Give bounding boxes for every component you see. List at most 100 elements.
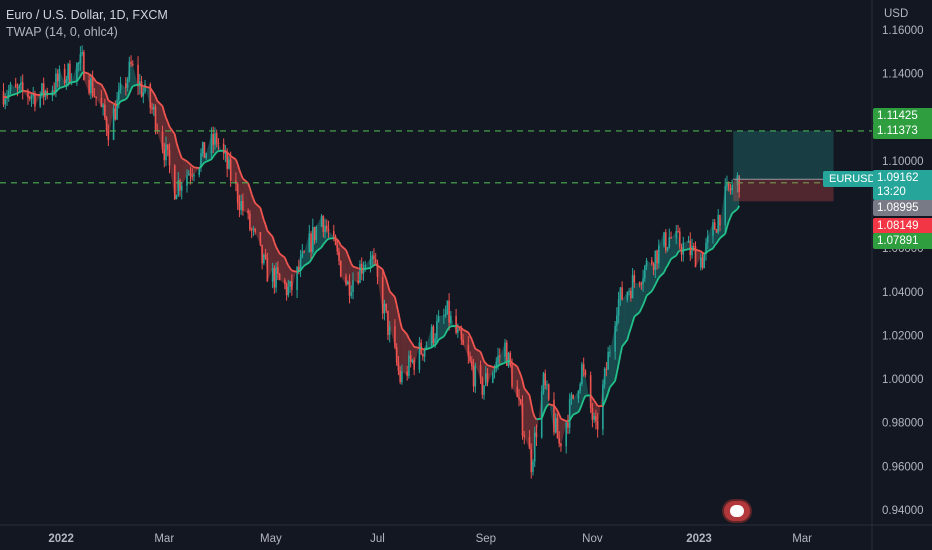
candle-body — [553, 399, 555, 433]
candle-body — [357, 280, 360, 283]
candle-body — [595, 416, 597, 422]
twap-line-segment — [10, 93, 16, 97]
twap-line-segment — [151, 90, 155, 94]
twap-line-segment — [32, 92, 36, 96]
twap-fill-segment — [132, 64, 139, 87]
twap-line-segment — [589, 394, 594, 399]
candle-body — [296, 266, 298, 291]
twap-line-segment — [443, 332, 447, 337]
twap-line-segment — [177, 148, 181, 154]
twap-fill-segment — [365, 259, 371, 269]
twap-line-segment — [656, 277, 660, 282]
indicator-label[interactable]: TWAP (14, 0, ohlc4) — [6, 25, 118, 39]
candle-body — [703, 253, 706, 269]
twap-fill-segment — [683, 240, 689, 251]
candle-body — [486, 373, 489, 383]
twap-line-segment — [568, 416, 573, 421]
twap-line-segment — [729, 212, 734, 218]
candle-body — [699, 257, 702, 268]
candle-body — [644, 266, 646, 279]
candle-body — [724, 186, 727, 226]
twap-fill-segment — [351, 263, 353, 293]
twap-fill-segment — [585, 375, 591, 408]
twap-line-segment — [446, 326, 450, 331]
candle-body — [511, 365, 513, 387]
y-tick-label: 1.16000 — [882, 25, 924, 37]
twap-line-segment — [582, 395, 587, 400]
candle-body — [638, 282, 641, 284]
candle-body — [348, 281, 351, 296]
twap-line-segment — [247, 182, 251, 189]
twap-line-segment — [59, 85, 65, 90]
twap-line-segment — [79, 72, 83, 77]
twap-line-segment — [617, 354, 622, 365]
twap-line-segment — [188, 162, 192, 166]
twap-line-segment — [591, 397, 595, 402]
twap-line-segment — [125, 96, 129, 100]
x-tick-label: Mar — [154, 533, 174, 545]
candle-body — [42, 83, 45, 97]
twap-line-segment — [336, 239, 340, 243]
candle-body — [112, 108, 115, 140]
candle-body — [14, 83, 17, 88]
candle-body — [658, 245, 660, 264]
twap-line-segment — [204, 160, 207, 164]
candle-body — [432, 326, 435, 343]
twap-line-segment — [67, 81, 71, 85]
twap-line-segment — [34, 93, 41, 97]
candle-body — [387, 310, 389, 335]
candle-body — [32, 93, 35, 97]
twap-line-segment — [120, 98, 127, 103]
candle-body — [670, 237, 672, 239]
candle-body — [535, 432, 538, 438]
candle-body — [425, 345, 428, 349]
twap-line-segment — [444, 329, 449, 334]
twap-line-segment — [346, 254, 351, 260]
twap-fill-segment — [34, 94, 41, 107]
twap-line-segment — [340, 244, 347, 251]
twap-line-segment — [226, 151, 230, 155]
twap-line-segment — [579, 403, 583, 410]
candle-body — [81, 52, 83, 55]
twap-line-segment — [315, 246, 323, 253]
twap-line-segment — [52, 92, 55, 95]
twap-fill-segment — [263, 220, 266, 259]
candle-body — [540, 391, 543, 438]
twap-line-segment — [90, 74, 94, 78]
twap-line-segment — [273, 241, 277, 248]
twap-fill-segment — [157, 100, 163, 150]
twap-fill-segment — [267, 230, 273, 282]
candle-body — [680, 247, 683, 255]
twap-line-segment — [668, 258, 672, 263]
twap-line-segment — [387, 284, 391, 292]
candle-body — [336, 244, 339, 252]
candle-body — [313, 226, 316, 241]
price-tag-stop: 1.08149 — [873, 218, 932, 234]
candle-body — [224, 152, 227, 154]
candle-body — [434, 338, 436, 343]
candle-body — [544, 373, 547, 386]
candle-body — [180, 185, 183, 191]
twap-line-segment — [593, 399, 597, 404]
twap-fill-segment — [83, 72, 90, 94]
twap-line-segment — [700, 250, 704, 254]
twap-line-segment — [731, 208, 739, 214]
candle-body — [558, 438, 560, 444]
y-tick-label: 0.94000 — [882, 505, 924, 517]
twap-line-segment — [296, 270, 300, 273]
twap-fill-segment — [597, 384, 603, 430]
candle-body — [430, 326, 433, 346]
candle-body — [238, 202, 241, 211]
twap-line-segment — [365, 267, 371, 270]
candle-body — [93, 95, 96, 97]
twap-fill-segment — [438, 315, 444, 340]
candle-body — [166, 144, 169, 150]
twap-fill-segment — [512, 362, 518, 398]
symbol-title[interactable]: Euro / U.S. Dollar, 1D, FXCM — [6, 8, 168, 22]
candle-body — [21, 82, 24, 92]
us-flag-event-icon[interactable] — [724, 501, 750, 521]
twap-line-segment — [132, 83, 139, 87]
candle-body — [346, 281, 349, 285]
candle-body — [572, 394, 574, 399]
